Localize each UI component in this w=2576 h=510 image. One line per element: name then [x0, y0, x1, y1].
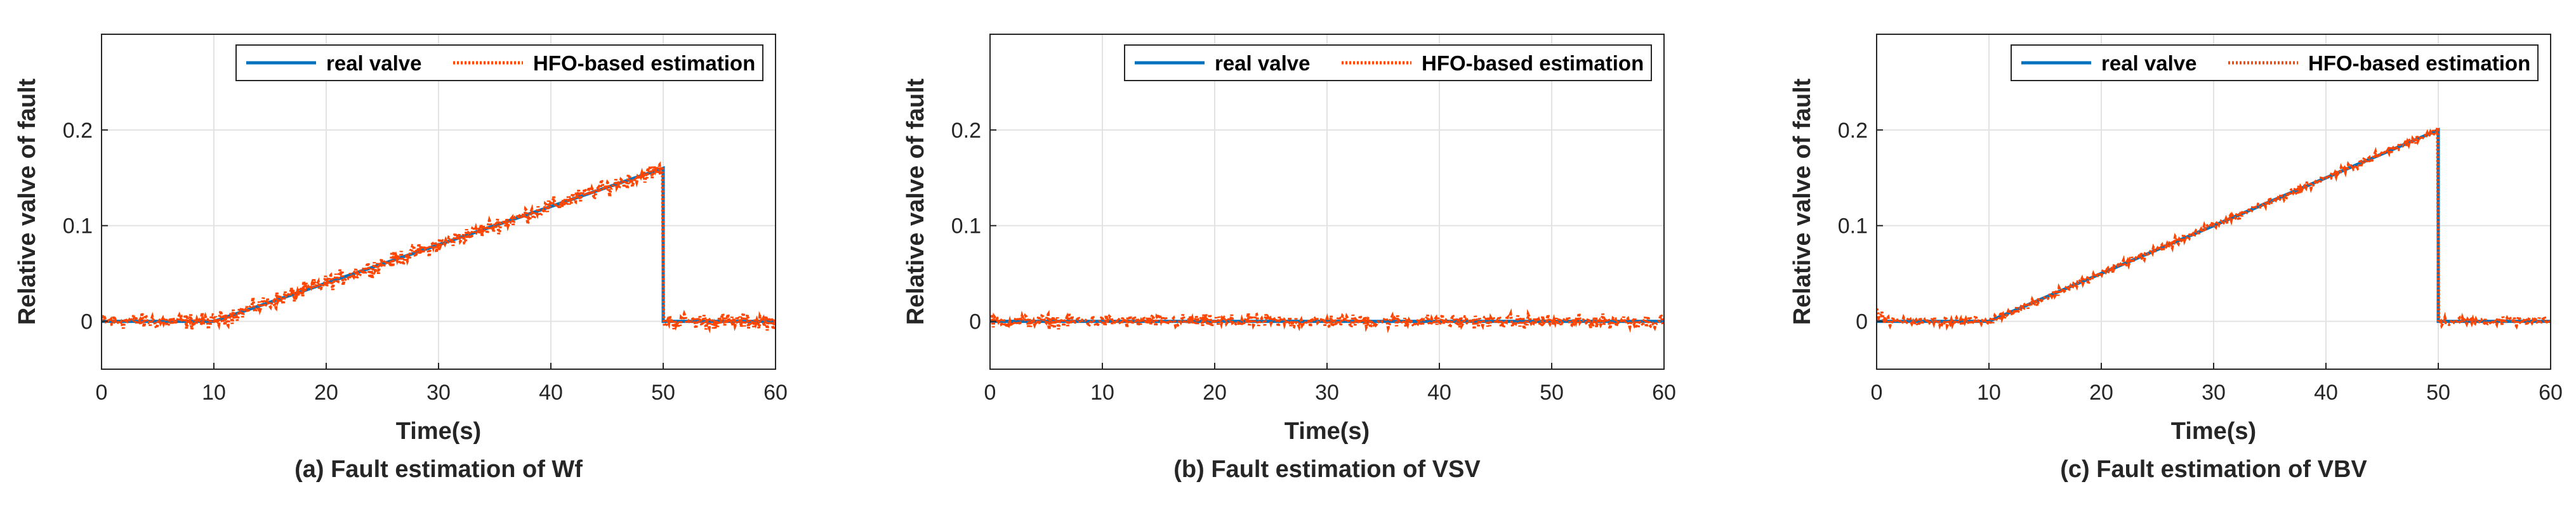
x-tick-label: 50	[651, 381, 675, 405]
series-hfo-estimation-line	[990, 308, 1664, 334]
legend-label-hfo-estimation: HFO-based estimation	[533, 51, 755, 75]
x-tick-label: 30	[426, 381, 451, 405]
y-axis-label: Relative valve of fault	[902, 78, 929, 325]
x-tick-label: 10	[1977, 381, 2001, 405]
y-tick-label: 0.1	[951, 214, 981, 239]
x-tick-label: 20	[1203, 381, 1227, 405]
chart-caption: (a) Fault estimation of Wf	[294, 456, 583, 483]
legend-label-real-valve: real valve	[1215, 51, 1310, 75]
series-group	[990, 308, 1664, 334]
x-tick-label: 30	[1315, 381, 1339, 405]
y-tick-label: 0	[1856, 310, 1868, 334]
y-tick-label: 0	[81, 310, 93, 334]
series-hfo-estimation-line	[102, 161, 776, 334]
y-axis-label: Relative valve of fault	[1789, 78, 1816, 325]
x-tick-label: 50	[2426, 381, 2450, 405]
chart-2: 0 10 20 30 40 50 60 0 0.1 0.2 Time(s) Relative valv…	[902, 34, 1676, 483]
x-tick-label: 40	[2314, 381, 2338, 405]
legend-label-hfo-estimation: HFO-based estimation	[1422, 51, 1644, 75]
y-axis-label: Relative valve of fault	[14, 78, 41, 325]
x-tick-label: 40	[539, 381, 563, 405]
chart-caption: (b) Fault estimation of VSV	[1173, 456, 1481, 483]
x-tick-label: 40	[1427, 381, 1451, 405]
x-tick-label: 0	[96, 381, 108, 405]
chart-3: 0 10 20 30 40 50 60 0 0.1 0.2 Time(s) Relative valv…	[1789, 34, 2563, 483]
chart-caption: (c) Fault estimation of VBV	[2060, 456, 2367, 483]
legend: real valve HFO-based estimation	[235, 44, 763, 81]
y-tick-label: 0.2	[951, 119, 981, 143]
legend-label-real-valve: real valve	[326, 51, 421, 75]
x-tick-label: 30	[2202, 381, 2226, 405]
x-tick-label: 60	[2539, 381, 2563, 405]
y-tick-label: 0	[969, 310, 981, 334]
legend-label-hfo-estimation: HFO-based estimation	[2308, 51, 2530, 75]
chart-1: 0 10 20 30 40 50 60 0 0.1 0.2 Time(s) Relative valv…	[14, 34, 788, 483]
x-tick-label: 60	[1652, 381, 1676, 405]
x-tick-label: 0	[1871, 381, 1883, 405]
y-tick-label: 0.2	[63, 119, 93, 143]
x-tick-label: 10	[1090, 381, 1114, 405]
x-tick-label: 0	[984, 381, 996, 405]
x-axis-label: Time(s)	[2171, 418, 2256, 445]
x-axis-label: Time(s)	[1285, 418, 1370, 445]
x-tick-label: 20	[314, 381, 338, 405]
y-tick-label: 0.2	[1838, 119, 1868, 143]
y-tick-label: 0.1	[1838, 214, 1868, 239]
series-group	[102, 161, 776, 334]
x-tick-label: 10	[202, 381, 226, 405]
series-hfo-estimation-line	[1877, 128, 2551, 332]
legend: real valve HFO-based estimation	[1124, 44, 1652, 81]
legend-label-real-valve: real valve	[2101, 51, 2196, 75]
y-tick-label: 0.1	[63, 214, 93, 239]
x-tick-label: 20	[2089, 381, 2113, 405]
x-tick-label: 60	[763, 381, 788, 405]
series-group	[1877, 128, 2551, 332]
x-tick-label: 50	[1540, 381, 1564, 405]
legend: real valve HFO-based estimation	[2011, 44, 2539, 81]
x-axis-label: Time(s)	[396, 418, 481, 445]
